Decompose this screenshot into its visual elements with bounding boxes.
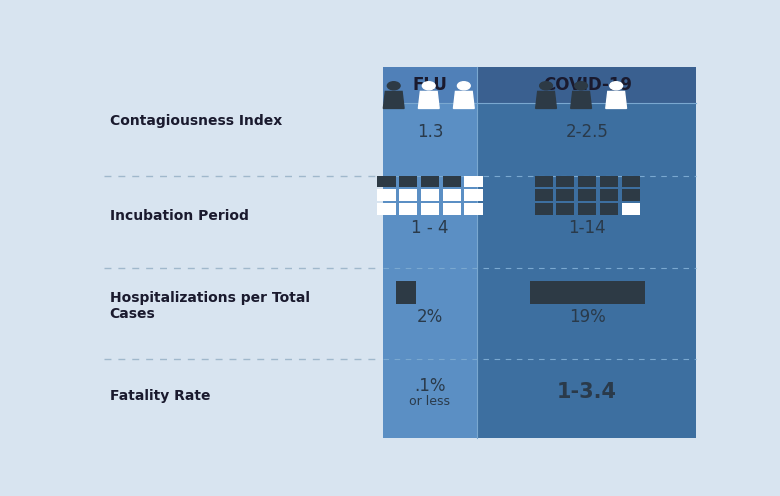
Bar — [534, 176, 553, 187]
Text: 2-2.5: 2-2.5 — [566, 123, 608, 141]
Bar — [556, 189, 574, 201]
Bar — [534, 189, 553, 201]
Polygon shape — [453, 91, 474, 109]
Bar — [384, 67, 477, 437]
Bar — [421, 189, 439, 201]
Bar — [477, 67, 696, 104]
Bar — [395, 281, 416, 304]
Bar — [556, 203, 574, 215]
Text: Contagiousness Index: Contagiousness Index — [109, 114, 282, 127]
Text: FLU: FLU — [413, 76, 448, 94]
Text: 1.3: 1.3 — [417, 123, 443, 141]
Bar — [464, 189, 483, 201]
Text: 19%: 19% — [569, 309, 605, 326]
Bar — [622, 189, 640, 201]
Text: or less: or less — [410, 395, 451, 408]
Bar — [578, 203, 596, 215]
Polygon shape — [606, 91, 626, 109]
Bar — [378, 176, 395, 187]
Text: 1-3.4: 1-3.4 — [557, 382, 617, 402]
Text: .1%: .1% — [414, 377, 445, 395]
Bar — [464, 176, 483, 187]
Bar — [443, 176, 461, 187]
Text: Incubation Period: Incubation Period — [109, 209, 249, 223]
Bar — [600, 189, 618, 201]
Bar — [578, 176, 596, 187]
Polygon shape — [571, 91, 591, 109]
Polygon shape — [418, 91, 439, 109]
Polygon shape — [383, 91, 404, 109]
Circle shape — [423, 82, 435, 90]
Bar — [399, 189, 417, 201]
Text: 1-14: 1-14 — [569, 219, 606, 237]
Bar — [600, 176, 618, 187]
Bar — [399, 176, 417, 187]
Bar — [600, 203, 618, 215]
Circle shape — [388, 82, 400, 90]
Bar — [399, 203, 417, 215]
Bar — [530, 281, 644, 304]
Text: Fatality Rate: Fatality Rate — [109, 388, 210, 403]
Polygon shape — [536, 91, 556, 109]
Bar — [443, 203, 461, 215]
Circle shape — [575, 82, 587, 90]
Bar — [421, 176, 439, 187]
Text: 1 - 4: 1 - 4 — [411, 219, 448, 237]
Bar — [556, 176, 574, 187]
Circle shape — [540, 82, 552, 90]
Bar — [622, 203, 640, 215]
Bar — [534, 203, 553, 215]
Bar — [578, 189, 596, 201]
Circle shape — [610, 82, 622, 90]
Bar — [378, 189, 395, 201]
Bar — [378, 203, 395, 215]
Text: Hospitalizations per Total
Cases: Hospitalizations per Total Cases — [109, 291, 310, 321]
Bar — [443, 189, 461, 201]
Text: COVID-19: COVID-19 — [543, 76, 632, 94]
Circle shape — [457, 82, 470, 90]
Bar — [384, 67, 477, 104]
Text: 2%: 2% — [417, 309, 443, 326]
Bar — [477, 67, 696, 437]
Bar — [464, 203, 483, 215]
Bar — [622, 176, 640, 187]
Bar — [421, 203, 439, 215]
